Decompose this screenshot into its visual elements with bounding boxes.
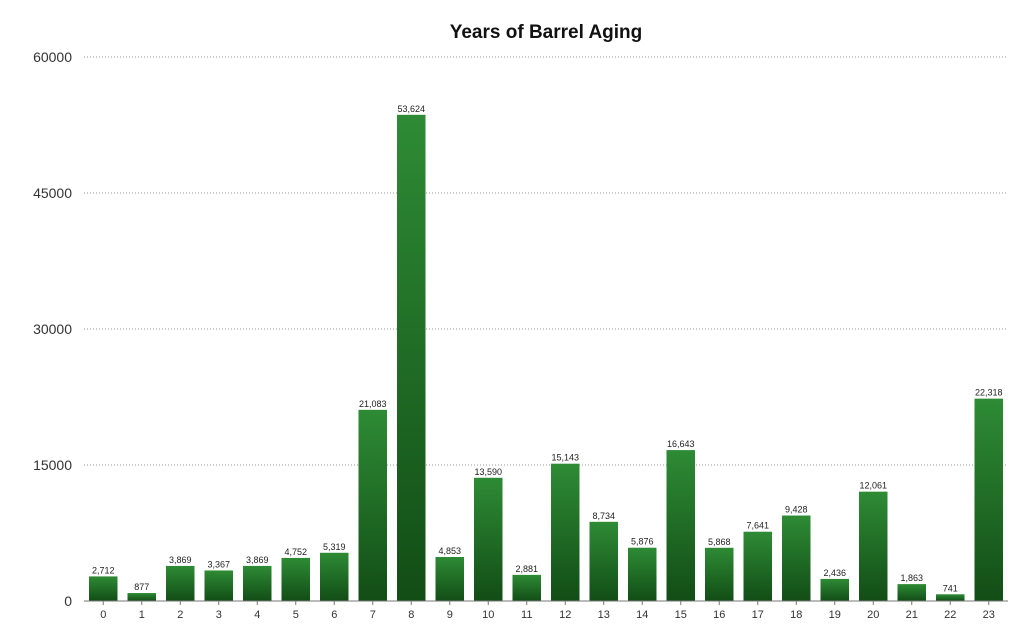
bars: [89, 114, 1003, 601]
x-tick-label-15: 15: [675, 609, 687, 621]
data-label-23: 22,318: [975, 388, 1003, 398]
x-tick-label-4: 4: [254, 609, 260, 621]
data-label-5: 4,752: [284, 547, 307, 557]
bar-17: [743, 531, 772, 601]
data-label-15: 16,643: [667, 439, 695, 449]
x-tick-label-16: 16: [713, 609, 725, 621]
data-label-2: 3,869: [169, 555, 192, 565]
bar-19: [820, 578, 849, 601]
bar-7: [358, 409, 387, 601]
bar-0: [89, 576, 118, 601]
data-label-10: 13,590: [474, 467, 502, 477]
bar-3: [204, 570, 233, 601]
x-tick-label-6: 6: [331, 609, 337, 621]
x-tick-label-12: 12: [559, 609, 571, 621]
x-tick-label-13: 13: [598, 609, 610, 621]
data-label-22: 741: [943, 583, 958, 593]
x-tick-label-14: 14: [636, 609, 648, 621]
bar-9: [435, 556, 464, 601]
x-tick-label-3: 3: [216, 609, 222, 621]
x-tick-label-19: 19: [829, 609, 841, 621]
x-tick-label-21: 21: [906, 609, 918, 621]
bar-5: [281, 557, 310, 601]
x-tick-label-2: 2: [177, 609, 183, 621]
data-label-13: 8,734: [592, 511, 615, 521]
y-tick-label: 15000: [33, 457, 72, 473]
bar-11: [512, 574, 541, 601]
data-label-1: 877: [134, 582, 149, 592]
y-tick-label: 60000: [33, 49, 72, 65]
x-tick-label-11: 11: [521, 609, 532, 621]
y-tick-label: 0: [64, 593, 72, 609]
bar-20: [859, 491, 888, 601]
y-tick-label: 30000: [33, 321, 72, 337]
bar-1: [127, 593, 156, 601]
data-label-16: 5,868: [708, 537, 731, 547]
bar-15: [666, 450, 695, 601]
chart-title: Years of Barrel Aging: [450, 22, 643, 43]
bar-13: [589, 521, 618, 601]
bar-8: [397, 114, 426, 601]
data-label-12: 15,143: [551, 453, 579, 463]
bar-4: [243, 565, 272, 601]
data-label-19: 2,436: [823, 568, 846, 578]
data-label-0: 2,712: [92, 565, 115, 575]
x-axis-ticks: 0 1 2 3 4 5 6 7 8 9 10 11 12 13 14 15 16 17 18 19 20 21 22 23: [100, 601, 995, 621]
x-tick-label-1: 1: [139, 609, 145, 621]
y-axis-ticks: 0 15000 30000 45000 60000: [33, 49, 72, 609]
data-label-17: 7,641: [746, 521, 769, 531]
bar-2: [166, 565, 195, 601]
x-tick-label-7: 7: [370, 609, 376, 621]
data-label-4: 3,869: [246, 555, 269, 565]
bar-22: [936, 594, 965, 601]
x-tick-label-18: 18: [790, 609, 802, 621]
data-label-14: 5,876: [631, 537, 654, 547]
gridlines: [84, 56, 1008, 466]
x-tick-label-10: 10: [482, 609, 494, 621]
data-label-11: 2,881: [515, 564, 538, 574]
data-label-21: 1,863: [900, 573, 923, 583]
x-tick-label-5: 5: [293, 609, 299, 621]
bar-12: [551, 463, 580, 601]
x-tick-label-23: 23: [983, 609, 995, 621]
bar-14: [628, 547, 657, 601]
x-tick-label-9: 9: [447, 609, 453, 621]
x-tick-label-22: 22: [944, 609, 956, 621]
x-tick-label-8: 8: [408, 609, 414, 621]
y-tick-label: 45000: [33, 185, 72, 201]
data-label-6: 5,319: [323, 542, 346, 552]
data-label-8: 53,624: [397, 104, 425, 114]
x-tick-label-0: 0: [100, 609, 106, 621]
bar-10: [474, 477, 503, 601]
bar-21: [897, 584, 926, 601]
bar-23: [974, 398, 1003, 601]
bar-6: [320, 552, 349, 601]
data-label-3: 3,367: [207, 559, 230, 569]
data-label-18: 9,428: [785, 505, 808, 515]
x-tick-label-17: 17: [752, 609, 764, 621]
data-label-20: 12,061: [859, 481, 887, 491]
bar-18: [782, 515, 811, 601]
x-tick-label-20: 20: [867, 609, 879, 621]
bar-16: [705, 547, 734, 601]
data-label-7: 21,083: [359, 399, 387, 409]
data-labels: 2,712 877 3,869 3,367 3,869 4,752 5,319 21,083 5…: [92, 104, 1003, 593]
data-label-9: 4,853: [438, 546, 461, 556]
